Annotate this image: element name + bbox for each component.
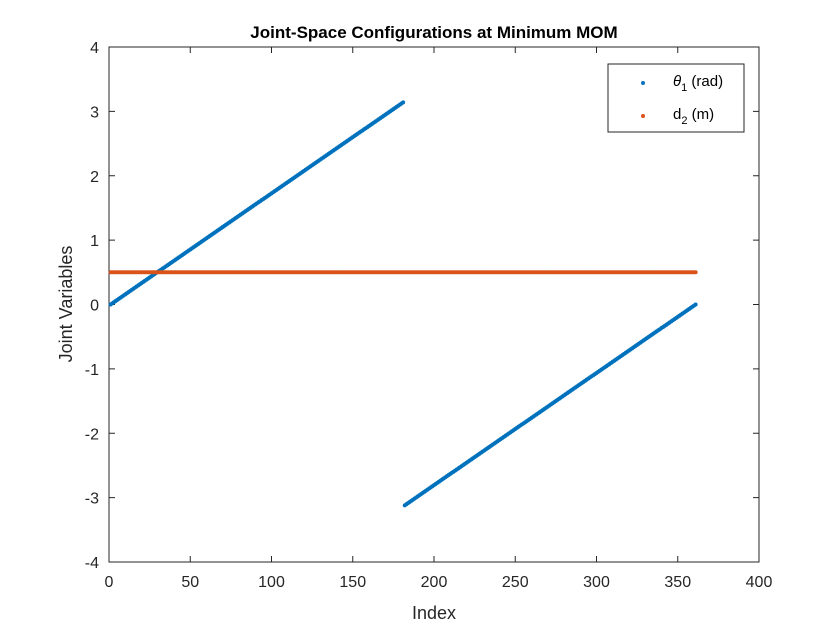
y-axis-label: Joint Variables xyxy=(56,246,76,363)
plot-area xyxy=(108,46,760,563)
y-tick-label: 0 xyxy=(90,298,99,315)
y-tick-label: -1 xyxy=(85,362,99,379)
x-tick-label: 100 xyxy=(258,574,285,591)
x-axis: 0 50 100 150 200 250 300 350 400 xyxy=(105,47,773,591)
legend-marker xyxy=(641,81,645,85)
x-tick-label: 350 xyxy=(664,574,691,591)
y-tick-label: 1 xyxy=(90,233,99,250)
x-tick-label: 150 xyxy=(339,574,366,591)
x-tick-label: 300 xyxy=(583,574,610,591)
y-tick-label: 2 xyxy=(90,169,99,186)
data-point xyxy=(693,302,698,307)
y-tick-label: -4 xyxy=(85,555,99,572)
y-tick-label: 4 xyxy=(90,40,99,57)
legend-marker xyxy=(641,114,645,118)
y-tick-label: 3 xyxy=(90,104,99,121)
data-point xyxy=(401,100,406,105)
x-tick-label: 250 xyxy=(502,574,529,591)
x-tick-label: 200 xyxy=(421,574,448,591)
series-2 xyxy=(108,270,698,275)
data-layer xyxy=(108,100,698,508)
series-1 xyxy=(108,100,698,508)
y-tick-label: -3 xyxy=(85,491,99,508)
plot-box xyxy=(108,46,760,563)
x-tick-label: 0 xyxy=(105,574,114,591)
legend-label: θ1 (rad) xyxy=(673,73,723,94)
chart-title: Joint-Space Configurations at Minimum MO… xyxy=(250,23,617,42)
data-point xyxy=(693,270,698,275)
x-tick-label: 400 xyxy=(746,574,773,591)
x-tick-label: 50 xyxy=(181,574,199,591)
y-tick-label: -2 xyxy=(85,426,99,443)
legend-label: d2 (m) xyxy=(673,106,714,127)
x-axis-label: Index xyxy=(412,603,456,623)
legend-box xyxy=(607,63,745,133)
legend: θ1 (rad) d2 (m) xyxy=(607,63,745,133)
y-axis: -4 -3 -2 -1 0 1 2 3 4 xyxy=(85,40,759,572)
